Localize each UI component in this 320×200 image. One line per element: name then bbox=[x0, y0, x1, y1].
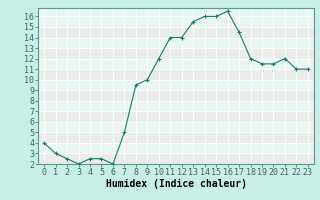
Bar bbox=[38, 132, 314, 143]
X-axis label: Humidex (Indice chaleur): Humidex (Indice chaleur) bbox=[106, 179, 246, 189]
Bar bbox=[38, 153, 314, 164]
Bar bbox=[38, 111, 314, 122]
Bar bbox=[38, 69, 314, 80]
Bar bbox=[38, 90, 314, 101]
Bar bbox=[38, 48, 314, 59]
Bar bbox=[38, 27, 314, 38]
